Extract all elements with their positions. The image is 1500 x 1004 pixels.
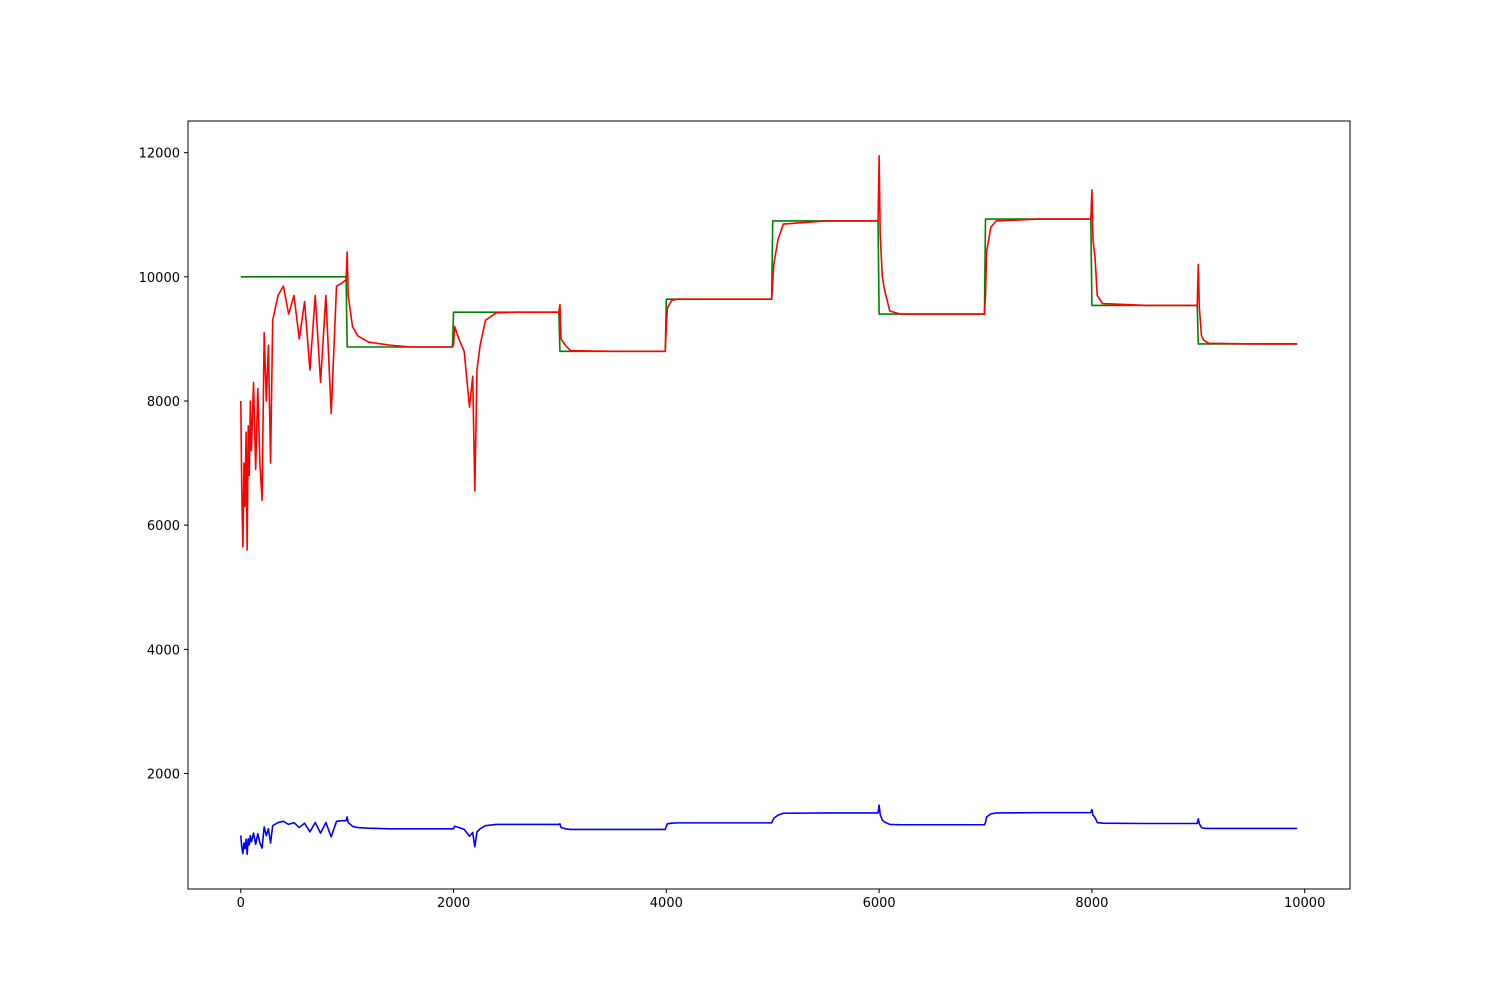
y-tick-label: 6000 [147, 519, 180, 534]
x-tick-label: 10000 [1284, 896, 1325, 911]
x-tick-label: 4000 [650, 896, 683, 911]
data-line [240, 218, 1298, 353]
x-tick-label: 2000 [437, 896, 470, 911]
data-line [239, 154, 1298, 551]
y-tick-label: 4000 [147, 643, 180, 658]
data-line [239, 804, 1298, 856]
y-tick-label: 10000 [139, 271, 180, 286]
y-tick-label: 8000 [147, 395, 180, 410]
x-tick-label: 0 [237, 896, 245, 911]
x-tick-label: 8000 [1075, 896, 1108, 911]
x-tick-label: 6000 [863, 896, 896, 911]
y-tick-label: 12000 [139, 147, 180, 162]
y-tick-label: 2000 [147, 768, 180, 783]
plot-frame [187, 120, 1351, 890]
